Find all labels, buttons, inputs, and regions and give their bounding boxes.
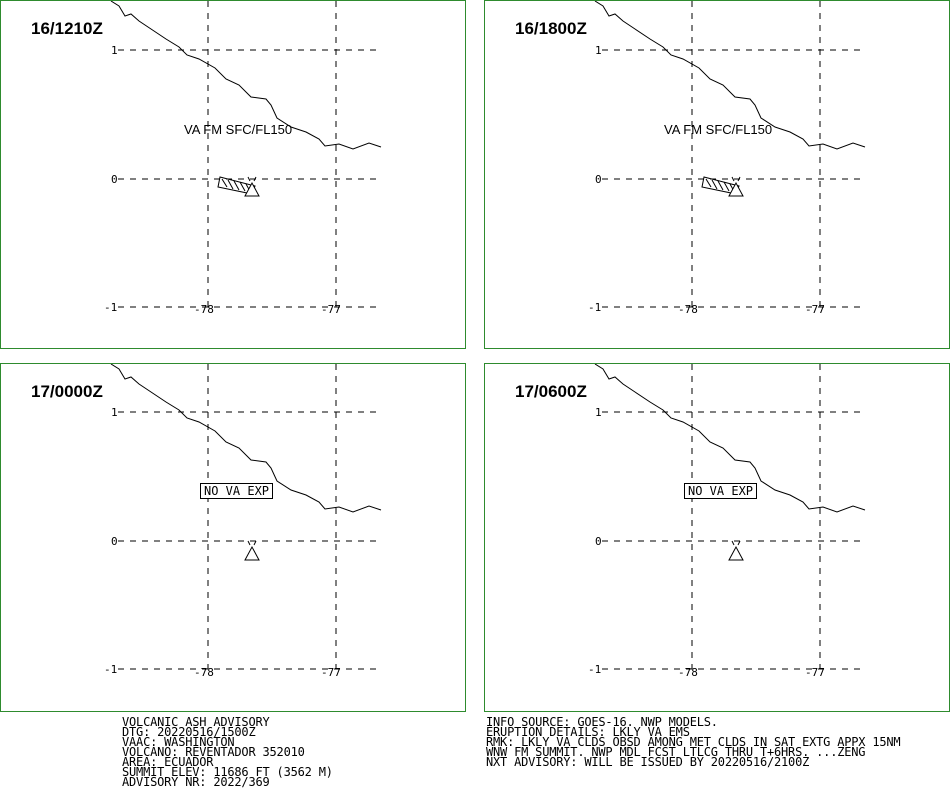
advisory-line: AREA: ECUADOR <box>122 755 214 769</box>
coastline <box>110 364 382 513</box>
map-canvas-4 <box>594 364 866 670</box>
lat-tick-0: 0 <box>595 173 602 186</box>
map-canvas-1 <box>110 1 382 308</box>
no-ash-label: NO VA EXP <box>684 483 758 499</box>
volcano-icon <box>728 540 744 561</box>
lon-tick-77: -77 <box>321 666 341 679</box>
lat-tick-minus1: -1 <box>104 301 118 314</box>
panel-time: 17/0600Z <box>515 382 587 401</box>
lat-tick-minus1: -1 <box>588 301 602 314</box>
lat-tick-1: 1 <box>111 44 118 57</box>
ash-level-label: VA FM SFC/FL150 <box>184 122 293 137</box>
advisory-text-left: VOLCANIC ASH ADVISORY DTG: 20220516/1500… <box>122 715 333 789</box>
lon-tick-77: -77 <box>805 303 825 316</box>
advisory-line: VAAC: WASHINGTON <box>122 735 235 749</box>
advisory-line: DTG: 20220516/1500Z <box>122 725 256 739</box>
map-panel-4: 17/0600Z 1 0 -1 -78 -77 NO VA EXP <box>484 363 950 712</box>
advisory-line: INFO SOURCE: GOES-16. NWP MODELS. <box>486 715 718 729</box>
lon-tick-78: -78 <box>678 666 698 679</box>
panel-time: 16/1800Z <box>515 19 587 38</box>
lat-tick-1: 1 <box>595 406 602 419</box>
advisory-line: SUMMIT ELEV: 11686 FT (3562 M) <box>122 765 333 779</box>
lat-tick-0: 0 <box>111 535 118 548</box>
advisory-line: VOLCANO: REVENTADOR 352010 <box>122 745 305 759</box>
graticule <box>118 1 376 308</box>
lat-tick-0: 0 <box>111 173 118 186</box>
graticule <box>602 364 860 670</box>
lon-tick-77: -77 <box>805 666 825 679</box>
lat-tick-1: 1 <box>111 406 118 419</box>
map-panel-1: 16/1210Z 1 0 -1 -78 -77 VA FM SFC/FL150 <box>0 0 466 349</box>
lat-tick-0: 0 <box>595 535 602 548</box>
coastline <box>110 1 382 150</box>
coastline <box>594 364 866 513</box>
panel-time: 16/1210Z <box>31 19 103 38</box>
lat-tick-minus1: -1 <box>104 663 118 676</box>
graticule <box>118 364 376 670</box>
coastline <box>594 1 866 150</box>
map-canvas-2 <box>594 1 866 308</box>
advisory-line: ERUPTION DETAILS: LKLY VA EMS <box>486 725 690 739</box>
advisory-line: VOLCANIC ASH ADVISORY <box>122 715 270 729</box>
no-ash-label: NO VA EXP <box>200 483 274 499</box>
advisory-line: RMK: LKLY VA CLDS OBSD AMONG MET CLDS IN… <box>486 735 901 749</box>
lon-tick-78: -78 <box>194 303 214 316</box>
map-panel-2: 16/1800Z 1 0 -1 -78 -77 VA FM SFC/FL150 <box>484 0 950 349</box>
lon-tick-78: -78 <box>194 666 214 679</box>
ash-level-label: VA FM SFC/FL150 <box>664 122 773 137</box>
advisory-line: WNW FM SUMMIT. NWP MDL FCST LTLCG THRU T… <box>486 745 866 759</box>
advisory-line: NXT ADVISORY: WILL BE ISSUED BY 20220516… <box>486 755 810 769</box>
lat-tick-minus1: -1 <box>588 663 602 676</box>
ash-plume <box>217 176 256 195</box>
advisory-text-right: INFO SOURCE: GOES-16. NWP MODELS. ERUPTI… <box>486 715 901 769</box>
lat-tick-1: 1 <box>595 44 602 57</box>
advisory-line: ADVISORY NR: 2022/369 <box>122 775 270 789</box>
volcano-icon <box>244 176 260 197</box>
map-canvas-3 <box>110 364 382 670</box>
map-panel-3: 17/0000Z 1 0 -1 -78 -77 NO VA EXP <box>0 363 466 712</box>
panel-time: 17/0000Z <box>31 382 103 401</box>
lon-tick-78: -78 <box>678 303 698 316</box>
volcano-icon <box>728 176 744 197</box>
volcano-icon <box>244 540 260 561</box>
graticule <box>602 1 860 308</box>
lon-tick-77: -77 <box>321 303 341 316</box>
